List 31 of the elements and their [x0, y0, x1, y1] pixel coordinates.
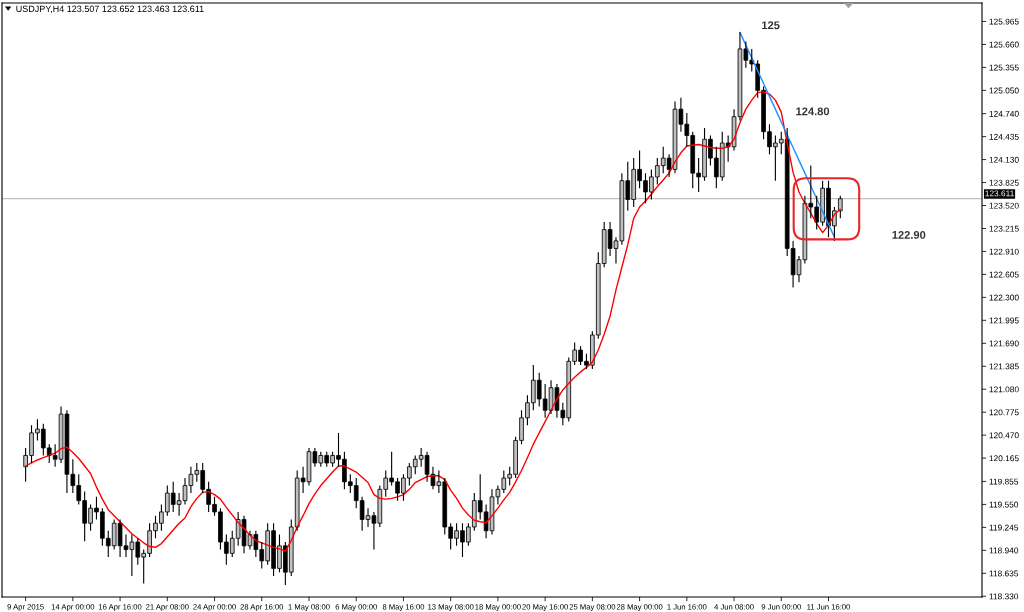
y-tick-label: 121.995 [989, 317, 1019, 324]
y-tick-label: 124.130 [989, 156, 1019, 163]
y-tick-label: 118.635 [989, 570, 1019, 577]
y-tick-label: 125.965 [989, 18, 1019, 25]
y-tick-label: 118.940 [989, 547, 1019, 554]
y-tick-label: 125.660 [989, 41, 1019, 48]
y-tick-label: 121.385 [989, 363, 1019, 370]
y-tick-label: 119.550 [989, 501, 1019, 508]
y-tick-label: 122.605 [989, 271, 1019, 278]
y-tick-label: 121.690 [989, 340, 1019, 347]
y-tick-label: 118.330 [989, 593, 1019, 600]
y-tick-label: 123.520 [989, 202, 1019, 209]
y-tick-label: 120.165 [989, 455, 1019, 462]
y-tick-label: 119.245 [989, 524, 1019, 531]
ref-line-label: 123.611 [985, 190, 1014, 197]
y-tick-label: 123.215 [989, 225, 1019, 232]
annotation: 124.80 [796, 107, 830, 116]
y-tick-label: 123.825 [989, 179, 1019, 186]
y-tick-label: 125.050 [989, 87, 1019, 94]
y-tick-label: 124.740 [989, 110, 1019, 117]
y-tick-label: 122.300 [989, 294, 1019, 301]
text: 122.90 [892, 230, 926, 239]
annotation: 125 [762, 21, 780, 30]
y-tick-label: 120.470 [989, 432, 1019, 439]
y-tick-label: 125.355 [989, 64, 1019, 71]
y-tick-label: 124.435 [989, 133, 1019, 140]
y-tick-label: 121.080 [989, 386, 1019, 393]
chart-title: USDJPY,H4 123.507 123.652 123.463 123.611 [16, 5, 204, 14]
y-tick-label: 122.910 [989, 248, 1019, 255]
y-tick-label: 119.855 [989, 478, 1019, 485]
y-tick-label: 120.775 [989, 409, 1019, 416]
